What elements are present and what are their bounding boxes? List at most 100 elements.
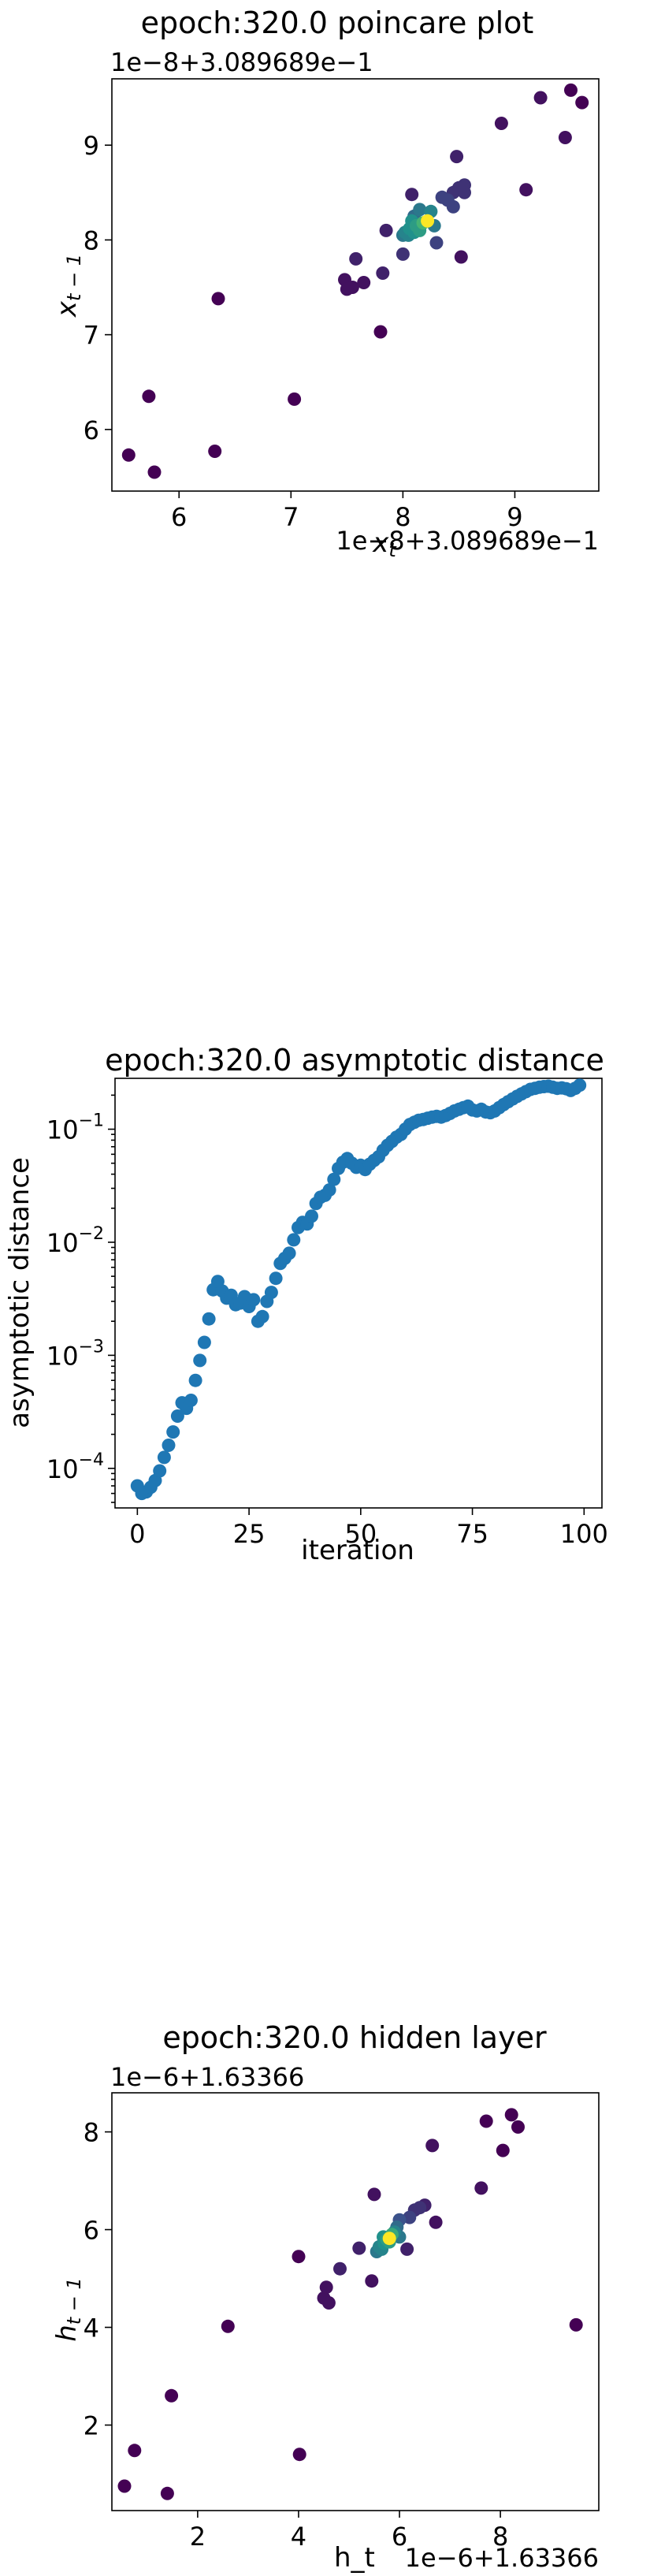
hidden-points — [117, 2108, 583, 2500]
asymptotic-point — [269, 1271, 283, 1286]
hidden-point — [504, 2108, 518, 2122]
asymptotic-x-tick-label: 50 — [344, 1519, 377, 1549]
poincare-point — [357, 276, 371, 289]
hidden-y-tick-label: 2 — [84, 2411, 99, 2441]
poincare-y-tick-label: 6 — [84, 415, 99, 445]
poincare-y-tick-label: 8 — [84, 225, 99, 255]
poincare-point — [373, 325, 388, 339]
poincare-point — [519, 183, 533, 197]
poincare-point — [558, 131, 572, 144]
asymptotic-point — [322, 1183, 336, 1197]
asymptotic-y-tick-label: 10−2 — [46, 1224, 104, 1258]
asymptotic-point — [170, 1409, 184, 1423]
asymptotic-point — [255, 1309, 269, 1323]
hidden-x-tick-label: 6 — [392, 2522, 407, 2552]
poincare-x-tick-label: 9 — [507, 502, 522, 532]
asymptotic-x-tick-label: 75 — [456, 1519, 488, 1549]
hidden-point — [569, 2317, 583, 2332]
poincare-point — [288, 392, 302, 406]
poincare-point — [575, 95, 589, 110]
asymptotic-point — [202, 1312, 216, 1326]
poincare-x-tick-label: 6 — [171, 502, 187, 532]
poincare-point — [494, 117, 508, 130]
asymptotic-point — [188, 1373, 202, 1387]
poincare-point — [440, 193, 455, 207]
hidden-point — [496, 2143, 510, 2157]
hidden-point — [292, 2448, 306, 2462]
poincare-x-tick-label: 8 — [395, 502, 410, 532]
hidden-point — [400, 2242, 414, 2256]
hidden-y-tick-label: 6 — [84, 2216, 99, 2246]
poincare-point — [450, 150, 464, 164]
hidden-point — [160, 2486, 174, 2500]
hidden-point — [117, 2479, 132, 2493]
asymptotic-point — [162, 1439, 176, 1452]
hidden-point — [429, 2215, 443, 2229]
asymptotic-chart-title: epoch:320.0 asymptotic distance — [105, 1043, 604, 1078]
asymptotic-point — [157, 1450, 171, 1465]
hidden-point — [333, 2261, 347, 2276]
asymptotic-plot-frame — [114, 1078, 603, 1509]
asymptotic-y-tick-label: 10−1 — [46, 1111, 104, 1145]
asymptotic-y-ticks: 10−4 10−3 10−2 10−1 — [46, 1094, 115, 1503]
poincare-point — [208, 445, 222, 458]
hidden-point — [479, 2114, 493, 2128]
asymptotic-point — [264, 1286, 278, 1300]
asymptotic-point — [193, 1353, 207, 1368]
poincare-point — [349, 251, 363, 266]
hidden-point — [128, 2444, 142, 2458]
asymptotic-y-axis-label: asymptotic distance — [4, 1157, 35, 1428]
asymptotic-point — [573, 1078, 587, 1093]
poincare-chart-title: epoch:320.0 poincare plot — [141, 6, 534, 40]
hidden-y-ticks: 2 4 6 8 — [84, 2118, 112, 2441]
asymptotic-x-axis-label: iteration — [301, 1535, 414, 1566]
asymptotic-point — [305, 1209, 318, 1223]
poincare-point — [454, 250, 468, 264]
asymptotic-point — [166, 1425, 180, 1439]
poincare-x-tick-label: 7 — [283, 502, 299, 532]
poincare-y-tick-label: 9 — [84, 131, 99, 161]
hidden-x-tick-label: 8 — [492, 2522, 508, 2552]
poincare-point — [340, 282, 354, 296]
hidden-layer-chart: epoch:320.0 hidden layer 1e−6+1.63366 2 4… — [51, 2020, 600, 2574]
hidden-point — [382, 2232, 396, 2246]
asymptotic-point — [327, 1172, 341, 1186]
poincare-chart: epoch:320.0 poincare plot 1e−8+3.089689e… — [51, 6, 600, 561]
hidden-y-axis-label: ht − 1 — [51, 2277, 85, 2342]
hidden-point — [165, 2388, 179, 2403]
hidden-y-tick-label: 4 — [84, 2314, 99, 2343]
hidden-y-tick-label: 8 — [84, 2118, 99, 2148]
poincare-y-offset-text: 1e−8+3.089689e−1 — [110, 47, 373, 77]
asymptotic-x-tick-label: 100 — [560, 1519, 608, 1549]
poincare-x-offset-text: 1e−8+3.089689e−1 — [336, 526, 599, 556]
asymptotic-point — [282, 1246, 296, 1260]
hidden-point — [474, 2181, 488, 2195]
poincare-point — [142, 389, 156, 404]
hidden-point — [319, 2280, 333, 2295]
poincare-point — [211, 292, 225, 306]
hidden-point — [367, 2187, 381, 2202]
poincare-points — [121, 83, 589, 479]
poincare-plot-frame — [111, 78, 600, 492]
hidden-point — [425, 2139, 440, 2153]
asymptotic-point — [287, 1233, 301, 1247]
hidden-point — [352, 2241, 366, 2255]
poincare-point — [429, 236, 444, 250]
poincare-point — [147, 465, 162, 479]
poincare-y-ticks: 6 7 8 9 — [84, 131, 112, 445]
asymptotic-point — [247, 1293, 261, 1307]
poincare-point — [121, 448, 136, 462]
poincare-point — [379, 223, 393, 237]
asymptotic-point — [153, 1464, 167, 1478]
poincare-point — [405, 188, 419, 202]
poincare-y-tick-label: 7 — [84, 321, 99, 351]
hidden-x-offset-text: 1e−6+1.63366 — [405, 2543, 599, 2573]
hidden-plot-frame — [111, 2092, 600, 2511]
poincare-point — [376, 266, 390, 280]
asymptotic-x-tick-label: 0 — [129, 1519, 145, 1549]
hidden-point — [221, 2319, 235, 2333]
poincare-point — [413, 203, 427, 217]
poincare-point — [533, 91, 548, 105]
hidden-x-axis-label: h_t — [334, 2542, 375, 2574]
